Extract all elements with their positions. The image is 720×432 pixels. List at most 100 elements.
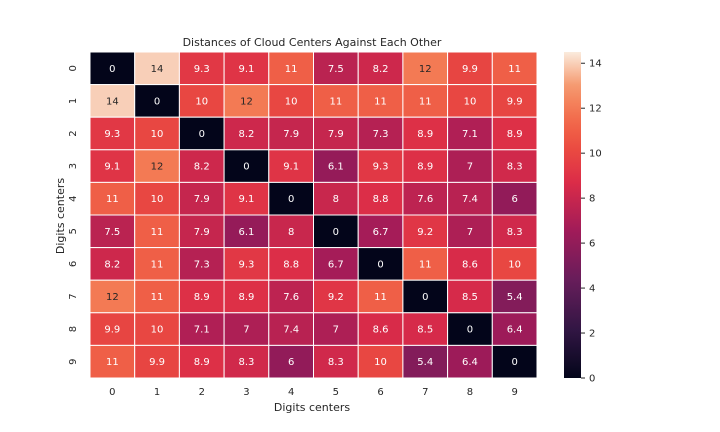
heatmap-cell <box>402 247 449 281</box>
heatmap-cell <box>491 344 538 379</box>
cell-value-label: 0 <box>288 194 294 205</box>
heatmap-cell <box>268 344 314 379</box>
cell-value-label: 6.1 <box>328 162 344 173</box>
heatmap-cell <box>313 51 359 86</box>
cell-value-label: 8.3 <box>328 357 344 368</box>
heatmap-cell <box>268 181 314 216</box>
heatmap-cell <box>491 51 538 86</box>
cell-value-label: 10 <box>374 357 387 368</box>
heatmap-cell <box>313 181 359 216</box>
colorbar-tick-label: 14 <box>589 59 602 70</box>
heatmap-cell <box>402 279 449 314</box>
heatmap-cell <box>357 116 404 151</box>
cell-value-label: 7 <box>243 325 249 336</box>
cell-value-label: 14 <box>151 64 164 75</box>
cell-value-label: 6.7 <box>328 259 344 270</box>
cell-value-label: 9.1 <box>238 64 254 75</box>
heatmap-cell <box>402 116 449 151</box>
x-axis-label: Digits centers <box>274 401 350 414</box>
y-tick-label: 0 <box>68 65 79 71</box>
y-tick-label: 6 <box>68 261 79 267</box>
cell-value-label: 6.1 <box>238 227 254 238</box>
cell-value-label: 8.5 <box>417 325 433 336</box>
cell-value-label: 10 <box>464 96 477 107</box>
cell-value-label: 9.1 <box>238 194 254 205</box>
colorbar-tick-label: 12 <box>589 104 602 115</box>
cell-value-label: 8.2 <box>104 259 120 270</box>
cell-value-label: 0 <box>511 357 517 368</box>
cell-value-label: 6 <box>288 357 294 368</box>
cell-value-label: 12 <box>106 292 119 303</box>
heatmap-cell <box>402 51 449 86</box>
cell-value-label: 11 <box>151 292 164 303</box>
x-tick-label: 8 <box>467 387 473 398</box>
cell-value-label: 8.6 <box>462 259 478 270</box>
cell-value-label: 7.3 <box>194 259 210 270</box>
cell-value-label: 11 <box>329 96 342 107</box>
y-tick-labels: 0 1 2 3 4 5 6 7 8 9 <box>68 65 79 365</box>
cell-value-label: 8 <box>333 194 339 205</box>
heatmap-cell <box>223 214 270 249</box>
x-tick-label: 3 <box>243 387 249 398</box>
x-tick-label: 6 <box>377 387 383 398</box>
cell-value-label: 0 <box>109 64 115 75</box>
x-tick-label: 0 <box>109 387 115 398</box>
colorbar-tick-label: 4 <box>589 284 595 295</box>
chart-title: Distances of Cloud Centers Against Each … <box>183 36 442 49</box>
heatmap-cell <box>357 312 404 346</box>
cell-value-label: 8.2 <box>238 129 254 140</box>
cell-value-label: 8.9 <box>417 162 433 173</box>
cell-value-label: 9.9 <box>462 64 478 75</box>
heatmap-cell <box>447 247 493 281</box>
cell-value-label: 9.9 <box>149 357 165 368</box>
y-tick-label: 5 <box>68 228 79 234</box>
heatmap-cell <box>223 247 270 281</box>
heatmap-cell <box>491 312 538 346</box>
colorbar-tick-label: 0 <box>589 374 595 385</box>
cell-value-label: 8 <box>288 227 294 238</box>
y-tick-label: 9 <box>68 359 79 365</box>
cell-value-label: 0 <box>243 162 249 173</box>
cell-value-label: 9.1 <box>283 162 299 173</box>
colorbar-tick-label: 8 <box>589 194 595 205</box>
cell-value-label: 7.5 <box>104 227 120 238</box>
cell-value-label: 11 <box>106 357 119 368</box>
cell-value-label: 7 <box>333 325 339 336</box>
y-tick-label: 8 <box>68 326 79 332</box>
heatmap-cell <box>134 279 180 314</box>
cell-value-label: 8.9 <box>194 292 210 303</box>
heatmap-cell <box>268 214 314 249</box>
heatmap-cell <box>357 344 404 379</box>
heatmap-cell <box>491 84 538 118</box>
cell-value-label: 8.5 <box>462 292 478 303</box>
heatmap-cell <box>447 344 493 379</box>
heatmap-cell <box>313 149 359 183</box>
heatmap-cell <box>402 181 449 216</box>
cell-value-label: 10 <box>285 96 298 107</box>
heatmap-cell <box>134 312 180 346</box>
cell-value-label: 10 <box>508 259 521 270</box>
cell-value-label: 7.6 <box>417 194 433 205</box>
cell-value-label: 5.4 <box>507 292 523 303</box>
heatmap-cell <box>223 84 270 118</box>
heatmap-cell <box>357 181 404 216</box>
cell-value-label: 10 <box>151 194 164 205</box>
cell-value-label: 11 <box>106 194 119 205</box>
heatmap-cell <box>89 116 136 151</box>
heatmap-cell <box>89 247 136 281</box>
heatmap-cell <box>134 181 180 216</box>
heatmap-cell <box>178 344 225 379</box>
heatmap-cell <box>89 214 136 249</box>
y-tick-label: 1 <box>68 98 79 104</box>
cell-value-label: 10 <box>151 325 164 336</box>
cell-value-label: 7.6 <box>283 292 299 303</box>
cell-value-label: 9.3 <box>194 64 210 75</box>
heatmap-cell <box>491 116 538 151</box>
cell-value-label: 0 <box>422 292 428 303</box>
heatmap-cell <box>491 149 538 183</box>
cell-value-label: 8.9 <box>194 357 210 368</box>
y-axis-label: Digits centers <box>54 178 67 254</box>
x-tick-labels: 0 1 2 3 4 5 6 7 8 9 <box>109 387 518 398</box>
